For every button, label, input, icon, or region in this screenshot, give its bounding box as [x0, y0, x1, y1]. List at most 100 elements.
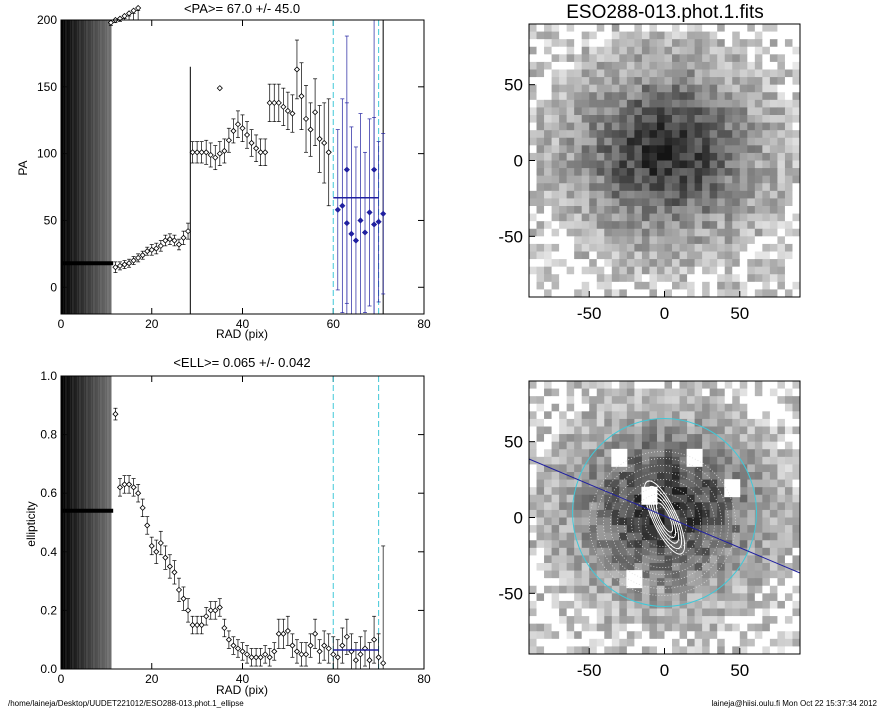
image-pixel — [702, 525, 711, 534]
image-pixel — [784, 608, 793, 617]
image-pixel — [544, 464, 553, 473]
image-pixel — [529, 289, 538, 298]
image-pixel — [754, 396, 763, 405]
image-pixel — [702, 221, 711, 230]
image-pixel — [604, 479, 613, 488]
image-pixel — [724, 608, 733, 617]
image-pixel — [611, 39, 620, 48]
image-pixel — [664, 107, 673, 116]
image-pixel — [747, 190, 756, 199]
image-pixel — [792, 39, 801, 48]
image-pixel — [747, 547, 756, 556]
image-pixel — [762, 532, 771, 541]
image-pixel — [581, 418, 590, 427]
image-pixel — [619, 236, 628, 245]
image-pixel — [529, 54, 538, 63]
image-pixel — [574, 160, 583, 169]
isophote-ring — [631, 493, 694, 554]
image-pixel — [544, 441, 553, 450]
image-pixel — [581, 623, 590, 632]
image-pixel — [754, 381, 763, 390]
image-pixel — [536, 600, 545, 609]
image-pixel — [777, 449, 786, 458]
image-pixel — [732, 168, 741, 177]
image-pixel — [694, 175, 703, 184]
image-pixel — [656, 585, 665, 594]
image-pixel — [574, 251, 583, 260]
image-pixel — [536, 388, 545, 397]
image-pixel — [694, 46, 703, 55]
image-pixel — [769, 259, 778, 268]
image-pixel — [536, 92, 545, 101]
image-pixel — [732, 236, 741, 245]
image-pixel — [747, 236, 756, 245]
image-pixel — [566, 281, 575, 290]
image-pixel — [672, 259, 681, 268]
image-pixel — [574, 502, 583, 511]
image-pixel — [672, 107, 681, 116]
image-pixel — [792, 502, 801, 511]
image-pixel — [551, 228, 560, 237]
image-pixel — [702, 160, 711, 169]
x-tick-label: -50 — [577, 304, 602, 323]
image-pixel — [544, 646, 553, 655]
image-pixel — [581, 183, 590, 192]
image-pixel — [717, 646, 726, 655]
image-pixel — [694, 107, 703, 116]
image-pixel — [551, 525, 560, 534]
image-pixel — [559, 403, 568, 412]
image-pixel — [687, 517, 696, 526]
image-pixel — [611, 418, 620, 427]
image-pixel — [724, 61, 733, 70]
image-pixel — [687, 646, 696, 655]
image-pixel — [679, 221, 688, 230]
image-pixel — [551, 54, 560, 63]
image-pixel — [544, 456, 553, 465]
image-pixel — [717, 46, 726, 55]
image-pixel — [762, 403, 771, 412]
image-pixel — [559, 236, 568, 245]
image-pixel — [754, 487, 763, 496]
image-pixel — [574, 228, 583, 237]
image-pixel — [589, 411, 598, 420]
image-pixel — [732, 540, 741, 549]
image-pixel — [694, 381, 703, 390]
data-point — [321, 139, 328, 147]
pa-plot-frame — [60, 19, 425, 315]
image-pixel — [596, 540, 605, 549]
image-pixel — [619, 623, 628, 632]
band-strip — [76, 376, 78, 669]
image-pixel — [717, 160, 726, 169]
image-pixel — [792, 243, 801, 252]
image-pixel — [544, 502, 553, 511]
image-pixel — [747, 563, 756, 572]
image-pixel — [529, 46, 538, 55]
image-pixel — [777, 69, 786, 78]
image-pixel — [619, 555, 628, 564]
image-pixel — [551, 77, 560, 86]
image-pixel — [724, 472, 733, 481]
image-pixel — [672, 168, 681, 177]
image-pixel — [672, 175, 681, 184]
image-pixel — [619, 115, 628, 124]
image-pixel — [694, 160, 703, 169]
image-pixel — [709, 54, 718, 63]
image-pixel — [634, 426, 643, 435]
image-pixel — [792, 517, 801, 526]
image-pixel — [762, 266, 771, 275]
image-pixel — [739, 616, 748, 625]
image-pixel — [747, 213, 756, 222]
image-pixel — [581, 456, 590, 465]
image-pixel — [551, 221, 560, 230]
image-pixel — [762, 381, 771, 390]
band-strip — [62, 376, 64, 669]
image-pixel — [717, 456, 726, 465]
image-pixel — [702, 563, 711, 572]
image-pixel — [551, 631, 560, 640]
image-pixel — [732, 99, 741, 108]
image-pixel — [777, 578, 786, 587]
data-point — [293, 648, 301, 655]
image-pixel — [536, 426, 545, 435]
image-pixel — [656, 396, 665, 405]
image-pixel — [724, 623, 733, 632]
